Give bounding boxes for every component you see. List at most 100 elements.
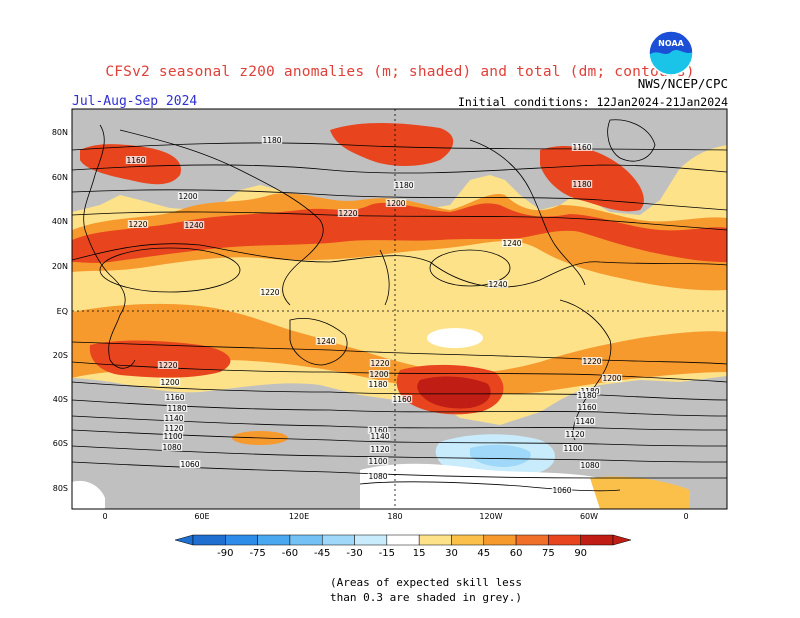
contour-label: 1100 (367, 457, 389, 466)
colorbar-swatch (483, 534, 517, 546)
contour-loop (429, 249, 511, 287)
svg-text:NOAA: NOAA (658, 39, 684, 48)
contour-label-bg (164, 393, 186, 401)
contour-label-text: 1100 (563, 444, 582, 453)
contour-label-bg (564, 430, 586, 438)
contour-label-text: 1180 (368, 380, 387, 389)
skill-note-line-1: (Areas of expected skill less (330, 576, 523, 589)
lon-label: 120W (479, 512, 502, 521)
contour-label: 1220 (369, 359, 391, 368)
contour-line (72, 341, 727, 365)
contour-line (359, 481, 621, 492)
contour-label-bg (179, 460, 201, 468)
contour-label: 1160 (576, 403, 598, 412)
contour-line (72, 429, 727, 447)
map-frame (71, 108, 728, 510)
contour-label-bg (501, 239, 523, 247)
contour-line (72, 243, 727, 288)
contour-label-text: 1200 (160, 378, 179, 387)
contour-label-text: 1160 (165, 393, 184, 402)
contour-label: 1180 (576, 391, 598, 400)
contour-label-text: 1160 (577, 403, 596, 412)
contour-label-text: 1160 (392, 395, 411, 404)
contour-label-text: 1200 (178, 192, 197, 201)
contour-label-bg (571, 143, 593, 151)
contour-label: 1120 (369, 445, 391, 454)
period-label: Jul-Aug-Sep 2024 (72, 94, 198, 109)
crimson-south-pacific-core (417, 376, 491, 409)
contour-label-bg (315, 337, 337, 345)
contour-label-text: 1140 (575, 417, 594, 426)
contour-line (72, 189, 727, 211)
contour-label: 1200 (601, 374, 623, 383)
skill-note-line-2: than 0.3 are shaded in grey.) (330, 591, 523, 604)
contour-label-text: 1220 (338, 209, 357, 218)
contour-label-bg (157, 361, 179, 369)
contour-label: 1220 (337, 209, 359, 218)
contour-label-text: 1060 (180, 460, 199, 469)
contour-label-bg (368, 370, 390, 378)
lat-label: 40S (53, 395, 68, 404)
contour-label: 1100 (162, 432, 184, 441)
colorbar-swatch (192, 534, 226, 546)
contour-label: 1160 (125, 156, 147, 165)
contour-label: 1160 (367, 426, 389, 435)
contour-label-bg (601, 374, 623, 382)
white-antarctic (360, 463, 643, 509)
contour-label: 1160 (391, 395, 413, 404)
lat-label: 80N (52, 128, 68, 137)
contour-label: 1200 (368, 370, 390, 379)
contour-label: 1080 (161, 443, 183, 452)
contour-label-text: 1160 (572, 143, 591, 152)
contour-label-bg (391, 395, 413, 403)
skill-note: (Areas of expected skill less than 0.3 a… (330, 575, 550, 605)
contour-label-text: 1220 (260, 288, 279, 297)
white-antarctic-west (72, 480, 105, 509)
contour-label-text: 1180 (577, 391, 596, 400)
contour-label: 1080 (367, 472, 389, 481)
contour-labels: 1160118011601180120012201200118012401220… (125, 136, 623, 495)
contour-label-text: 1080 (368, 472, 387, 481)
contour-label-bg (159, 378, 181, 386)
contour-label-bg (367, 457, 389, 465)
noaa-logo: NOAA (648, 30, 694, 76)
coast-north-america (469, 139, 586, 286)
lon-label: 0 (102, 512, 107, 521)
contour-label-bg (337, 209, 359, 217)
red-patch-atlantic (540, 145, 644, 212)
contour-label: 1160 (571, 143, 593, 152)
lat-label: 80S (53, 484, 68, 493)
coast-europe-africa (83, 124, 136, 369)
contour-label-text: 1220 (158, 361, 177, 370)
coast-australia (289, 318, 348, 366)
colorbar-swatch (451, 534, 485, 546)
latitude-labels: 80N 60N 40N 20N EQ 20S 40S 60S 80S (52, 128, 68, 493)
colorbar-arrow-right (612, 534, 632, 546)
contour-label: 1220 (581, 357, 603, 366)
colorbar-label: -75 (249, 548, 265, 559)
contour-label-text: 1180 (394, 181, 413, 190)
colorbar-label: -45 (314, 548, 330, 559)
contour-label-bg (571, 180, 593, 188)
contour-label: 1140 (574, 417, 596, 426)
contour-label: 1220 (259, 288, 281, 297)
contour-label-text: 1140 (164, 414, 183, 423)
contour-label-text: 1100 (163, 432, 182, 441)
colorbar-label: -90 (217, 548, 233, 559)
contour-label: 1180 (261, 136, 283, 145)
contour-label: 1120 (564, 430, 586, 439)
contour-label-bg (369, 359, 391, 367)
colorbar-label: 30 (445, 548, 458, 559)
contour-label-text: 1200 (602, 374, 621, 383)
contour-label-text: 1200 (386, 199, 405, 208)
colorbar: -90 -75 -60 -45 -30 -15 15 30 45 60 75 90 (174, 534, 632, 559)
contour-label-bg (163, 414, 185, 422)
contour-label-text: 1220 (128, 220, 147, 229)
colorbar-swatch (321, 534, 355, 546)
contour-label-bg (367, 380, 389, 388)
red-patch-nw (80, 144, 181, 185)
contour-label: 1240 (183, 221, 205, 230)
contour-line (72, 211, 727, 231)
contour-label-text: 1240 (184, 221, 203, 230)
contour-line (72, 381, 727, 401)
